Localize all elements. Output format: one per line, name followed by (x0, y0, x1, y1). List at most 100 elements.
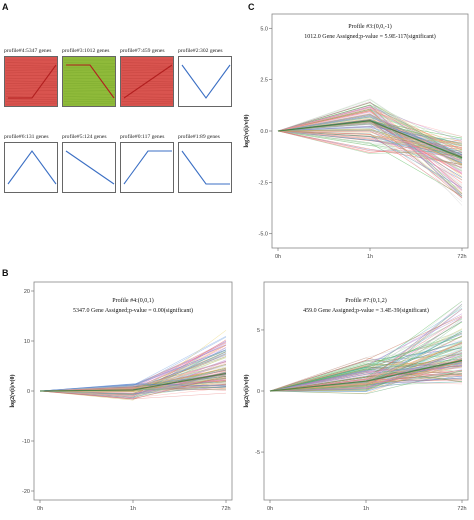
gene-line (277, 130, 463, 160)
profile-line-plot (121, 59, 174, 105)
profile-box (178, 56, 232, 107)
gene-line (269, 361, 463, 392)
gene-line (39, 383, 227, 392)
profile-trend-line (123, 64, 173, 99)
gene-line (277, 130, 463, 144)
chart-title: Profile #7:(0,1,2) (345, 297, 387, 304)
x-tick-label: 1h (130, 506, 136, 512)
gene-line (277, 130, 463, 166)
profile-line-plot (5, 59, 58, 105)
gene-line (269, 362, 463, 392)
gene-line (277, 125, 463, 144)
gene-line (277, 115, 463, 163)
y-axis-label: log2(v(i)/v(0) (9, 375, 16, 408)
gene-line (277, 108, 463, 153)
gene-line (277, 130, 463, 198)
profile-line-plot (63, 59, 116, 105)
panel-letter-b: B (2, 268, 9, 278)
profile-label: profile#0:117 genes (120, 134, 165, 140)
x-tick-label: 0h (275, 254, 281, 260)
gene-line (277, 111, 463, 137)
profile-trend-line (181, 64, 231, 99)
gene-line (269, 367, 463, 392)
x-tick-label: 72h (221, 506, 230, 512)
profile-label: profile#4:5347 genes (4, 48, 52, 54)
y-tick-label: 10 (24, 339, 30, 345)
y-tick-label: 5 (257, 328, 260, 334)
y-tick-label: -5.0 (259, 232, 268, 238)
gene-line (277, 130, 463, 162)
y-axis-label: log2(v(i)/v(0) (243, 115, 250, 148)
profile-box (120, 56, 174, 107)
x-tick-label: 1h (367, 254, 373, 260)
gene-line (269, 362, 463, 392)
gene-line (277, 98, 463, 161)
profile-trend-line (8, 64, 57, 99)
y-axis-label: log2(v(i)/v(0) (243, 375, 250, 408)
profile-box (62, 56, 116, 107)
profile-box (62, 142, 116, 193)
gene-line (277, 123, 463, 147)
panel-letter-c: C (248, 2, 255, 12)
x-tick-label: 72h (457, 254, 466, 260)
chart-subtitle: 1012.0 Gene Assigned;p-value = 5.9E-117(… (304, 33, 435, 40)
gene-line (269, 373, 463, 392)
gene-line (277, 116, 463, 137)
gene-line (277, 106, 463, 190)
x-tick-label: 1h (363, 506, 369, 512)
chart-profile-3: 5.0 2.5 0.0 -2.5 -5.0 0h 1h 72h log2(v(i)/v(0) Pr… (243, 13, 469, 260)
profile-line-plot (181, 64, 231, 99)
profile-trend-line (7, 150, 57, 185)
x-tick-label: 0h (37, 506, 43, 512)
x-tick-label: 0h (267, 506, 273, 512)
chart-profile-4: 20 10 0 -10 -20 0h 1h 72h log2(v(i)/v(0) Profile … (9, 281, 233, 512)
profile-trend-line (66, 64, 115, 99)
profile-label: profile#5:124 genes (62, 134, 107, 140)
profile-box (178, 142, 232, 193)
gene-line (269, 363, 463, 392)
y-tick-label: -10 (22, 439, 30, 445)
gene-line (39, 344, 227, 392)
profile-label: profile#2:302 genes (178, 48, 223, 54)
gene-line (277, 130, 463, 156)
gene-line (277, 130, 463, 154)
gene-line (269, 315, 463, 392)
y-tick-label: -5 (255, 450, 260, 456)
gene-line (39, 366, 227, 392)
gene-line (39, 375, 227, 400)
gene-line (269, 316, 463, 392)
profile-box (4, 56, 58, 107)
y-tick-label: 0 (257, 389, 260, 395)
gene-line (269, 375, 463, 392)
gene-line (39, 330, 227, 401)
chart-subtitle: 459.0 Gene Assigned;p-value = 3.4E-39(si… (303, 307, 429, 314)
x-tick-label: 72h (457, 506, 466, 512)
chart-profile-7: 5 0 -5 0h 1h 72h log2(v(i)/v(0) Profile #7:(0,1… (243, 281, 469, 512)
profile-box (4, 142, 58, 193)
gene-line (39, 375, 227, 396)
profile-label: profile#6:131 genes (4, 134, 49, 140)
chart-title: Profile #3:(0,0,-1) (348, 23, 392, 30)
y-tick-label: -20 (22, 489, 30, 495)
profile-trend-line (65, 150, 115, 185)
profile-label: profile#1:89 genes (178, 134, 220, 140)
y-tick-label: 5.0 (260, 26, 268, 32)
gene-line (269, 370, 463, 395)
profile-trend-line (123, 150, 172, 185)
chart-subtitle: 5347.0 Gene Assigned;p-value = 0.00(sign… (73, 307, 193, 314)
chart-title: Profile #4:(0,0,1) (112, 297, 154, 304)
y-tick-label: -2.5 (259, 180, 268, 186)
profile-label: profile#7:459 genes (120, 48, 165, 54)
gene-line (277, 129, 463, 158)
y-tick-label: 0.0 (260, 129, 268, 135)
mean-profile-line (277, 120, 463, 159)
gene-line (39, 367, 227, 397)
y-tick-label: 20 (24, 289, 30, 295)
gene-line (39, 356, 227, 394)
profile-line-plot (65, 150, 115, 185)
gene-line (269, 358, 463, 392)
gene-line (277, 130, 463, 152)
profile-line-plot (181, 150, 230, 185)
profile-trend-line (181, 150, 230, 185)
y-tick-label: 2.5 (260, 78, 268, 84)
